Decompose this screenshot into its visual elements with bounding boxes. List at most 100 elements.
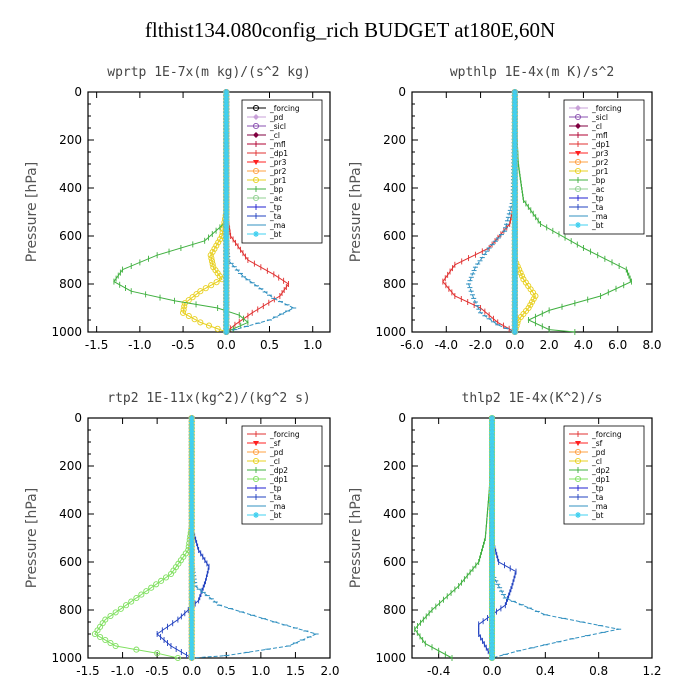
x-tick-label: 0.0 [505, 338, 524, 352]
legend-item: _sicl [247, 122, 286, 131]
data-point [188, 651, 195, 658]
data-point [193, 291, 200, 298]
legend-box [563, 99, 645, 235]
data-point [511, 183, 518, 190]
data-point [511, 170, 518, 177]
data-point [511, 305, 518, 312]
data-point [188, 526, 195, 533]
data-point [489, 479, 495, 486]
data-point [215, 239, 222, 246]
y-tick-label: 800 [383, 603, 406, 617]
x-tick-label: 4.0 [574, 338, 593, 352]
data-point [223, 159, 230, 166]
data-point [188, 580, 195, 587]
legend-label: _ma [591, 212, 608, 221]
legend-item: _mfl [247, 140, 286, 149]
legend-label: _tp [269, 484, 282, 493]
data-point [511, 197, 518, 204]
panel-title: thlp2 1E-4x(K^2)/s [462, 391, 603, 406]
legend-label: _ma [269, 221, 286, 230]
legend-item: _cl [569, 457, 602, 466]
data-point [188, 442, 195, 449]
series-ta [156, 415, 210, 661]
data-point [511, 163, 518, 170]
y-tick-label: 400 [383, 181, 406, 195]
data-point [489, 496, 495, 503]
legend-item: _ma [569, 212, 608, 221]
data-point [511, 210, 518, 217]
data-point [511, 89, 518, 95]
data-point [223, 109, 230, 116]
legend-item: _forcing [247, 104, 300, 113]
data-point [223, 325, 230, 332]
legend-label: _pr3 [269, 158, 287, 167]
series-bt [489, 415, 495, 661]
data-point [511, 224, 518, 231]
panel-2: wpthlp 1E-4x(m K)/s^2 Pressure [hPa] 0 200 4… [348, 65, 662, 352]
series-dp1 [91, 414, 195, 662]
data-point [489, 533, 495, 540]
legend-item: _tp [247, 203, 282, 212]
y-tick-label: 1000 [51, 325, 82, 339]
data-point [489, 475, 495, 482]
data-point [489, 594, 495, 601]
data-point [153, 581, 160, 588]
data-point [489, 543, 495, 550]
data-point [511, 180, 518, 187]
data-point [223, 291, 230, 298]
y-tick-label: 600 [383, 229, 406, 243]
data-point [489, 567, 495, 574]
data-point [489, 597, 495, 604]
data-point [252, 457, 260, 465]
data-point [575, 222, 581, 228]
data-point [489, 634, 495, 641]
legend-item: _cl [569, 122, 602, 131]
y-tick-label: 0 [74, 411, 82, 425]
data-point [188, 445, 195, 452]
data-point [511, 136, 518, 143]
data-point [489, 644, 495, 651]
data-point [511, 291, 518, 298]
data-point [223, 173, 230, 180]
data-point [223, 288, 230, 295]
data-point [489, 600, 495, 607]
data-point [188, 489, 195, 496]
legend-item: _dp2 [247, 466, 288, 475]
figure-title: flthist134.080config_rich BUDGET at180E,… [144, 18, 556, 42]
legend-item: _bt [569, 221, 604, 230]
legend-item: _tp [569, 194, 604, 203]
data-point [223, 234, 230, 241]
data-point [223, 278, 230, 285]
data-point [511, 99, 518, 106]
data-point [167, 570, 175, 578]
data-point [574, 167, 582, 175]
data-point [527, 301, 534, 309]
data-point [489, 502, 495, 509]
data-point [188, 496, 195, 503]
data-point [188, 563, 195, 570]
data-point [253, 441, 259, 446]
data-point [252, 176, 260, 184]
legend-item: _tp [569, 484, 604, 493]
data-point [188, 644, 195, 651]
data-point [188, 597, 195, 604]
data-point [252, 167, 260, 175]
legend: _forcing_sf_pd_cl_dp2_dp1_tp_ta_ma_bt [241, 425, 323, 525]
legend-item: _pr3 [569, 149, 609, 158]
data-point [223, 187, 230, 194]
legend-item: _cl [247, 457, 280, 466]
data-point [188, 533, 195, 540]
x-tick-label: 1.0 [303, 338, 322, 352]
data-point [188, 604, 195, 611]
legend: _forcing_sicl_cl_mfl_dp1_pr3_pr2_pr1_bp_… [563, 99, 645, 235]
legend-item: _ma [247, 221, 286, 230]
x-tick-label: 0.5 [260, 338, 279, 352]
data-point [489, 617, 495, 624]
data-point [511, 315, 518, 322]
data-point [223, 315, 230, 322]
data-point [489, 431, 495, 438]
data-point [489, 655, 495, 661]
data-point [223, 308, 230, 315]
data-point [223, 301, 230, 308]
data-point [188, 573, 195, 580]
